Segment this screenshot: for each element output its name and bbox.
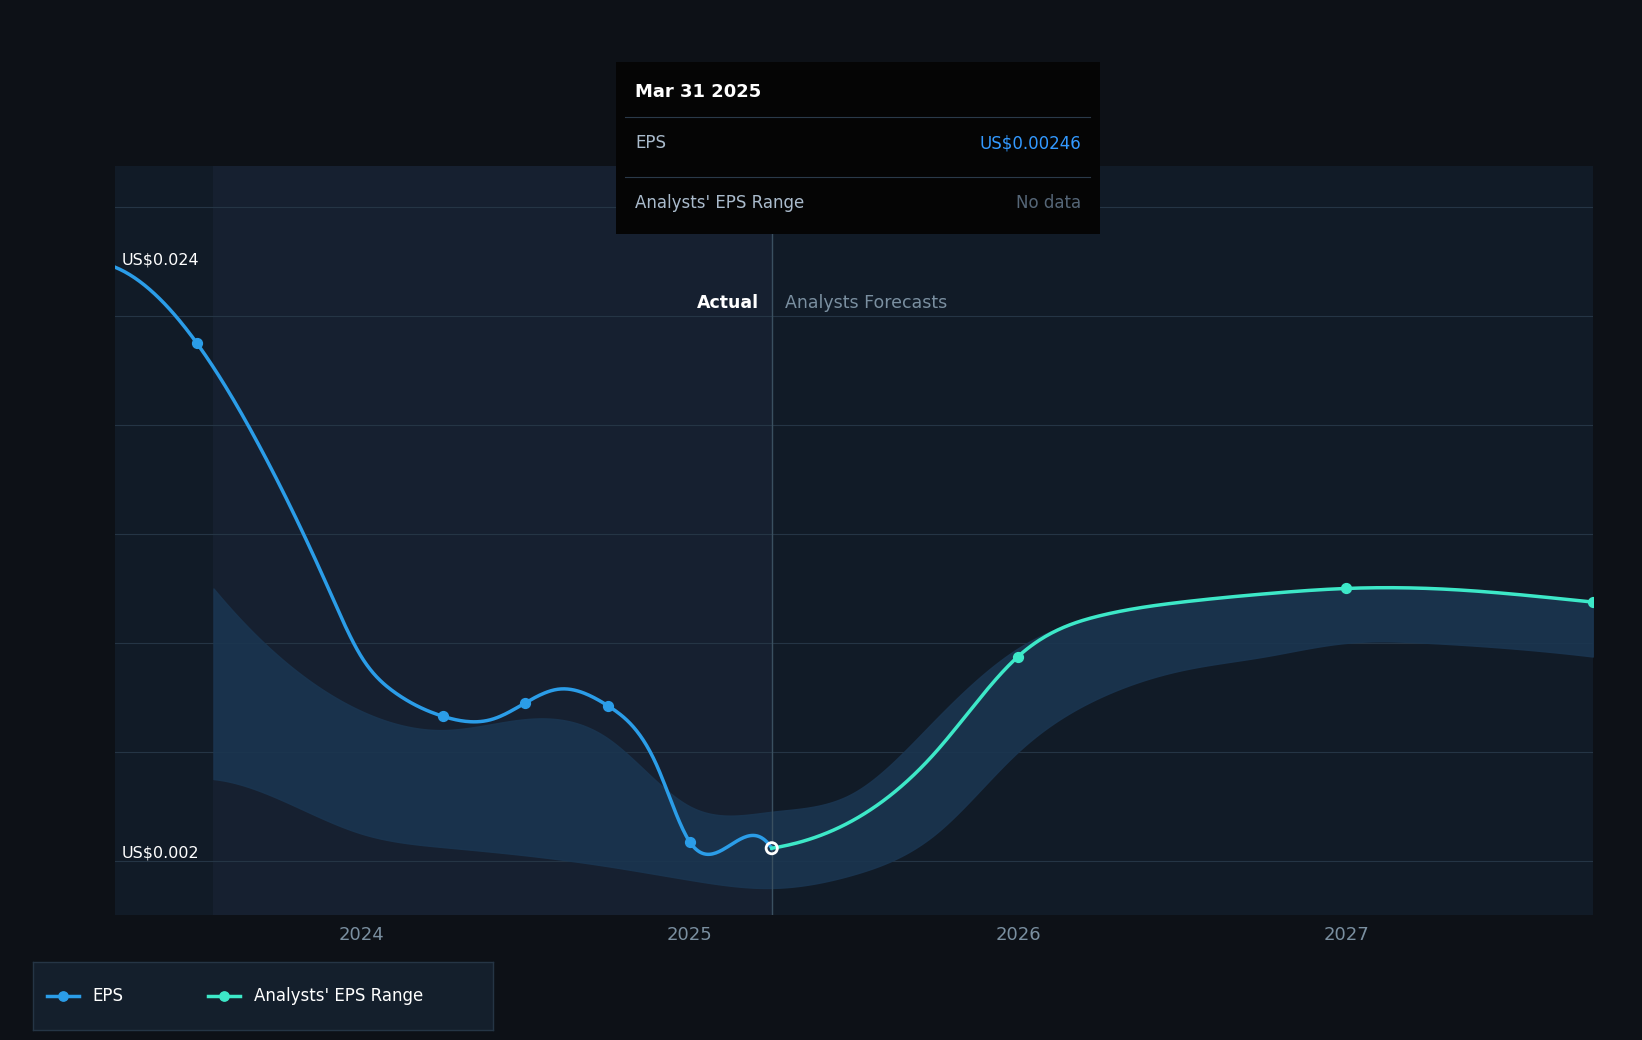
Text: Analysts Forecasts: Analysts Forecasts [785,293,947,312]
Text: US$0.024: US$0.024 [122,252,199,267]
Text: EPS: EPS [92,987,123,1005]
Point [594,697,621,713]
Point [49,988,76,1005]
Text: No data: No data [1016,194,1080,212]
Text: Analysts' EPS Range: Analysts' EPS Range [253,987,422,1005]
Point [184,335,210,352]
Text: EPS: EPS [635,134,667,152]
Text: US$0.00246: US$0.00246 [979,134,1080,152]
Point [512,695,539,711]
Point [210,988,236,1005]
Text: Analysts' EPS Range: Analysts' EPS Range [635,194,805,212]
Point [759,840,785,857]
Point [1333,580,1360,597]
Point [1005,648,1031,665]
Point [677,833,703,850]
Text: Mar 31 2025: Mar 31 2025 [635,83,762,101]
Text: US$0.002: US$0.002 [122,846,199,861]
Point [430,708,456,725]
Bar [213,166,772,915]
Text: Actual: Actual [696,293,759,312]
Point [1580,594,1606,610]
